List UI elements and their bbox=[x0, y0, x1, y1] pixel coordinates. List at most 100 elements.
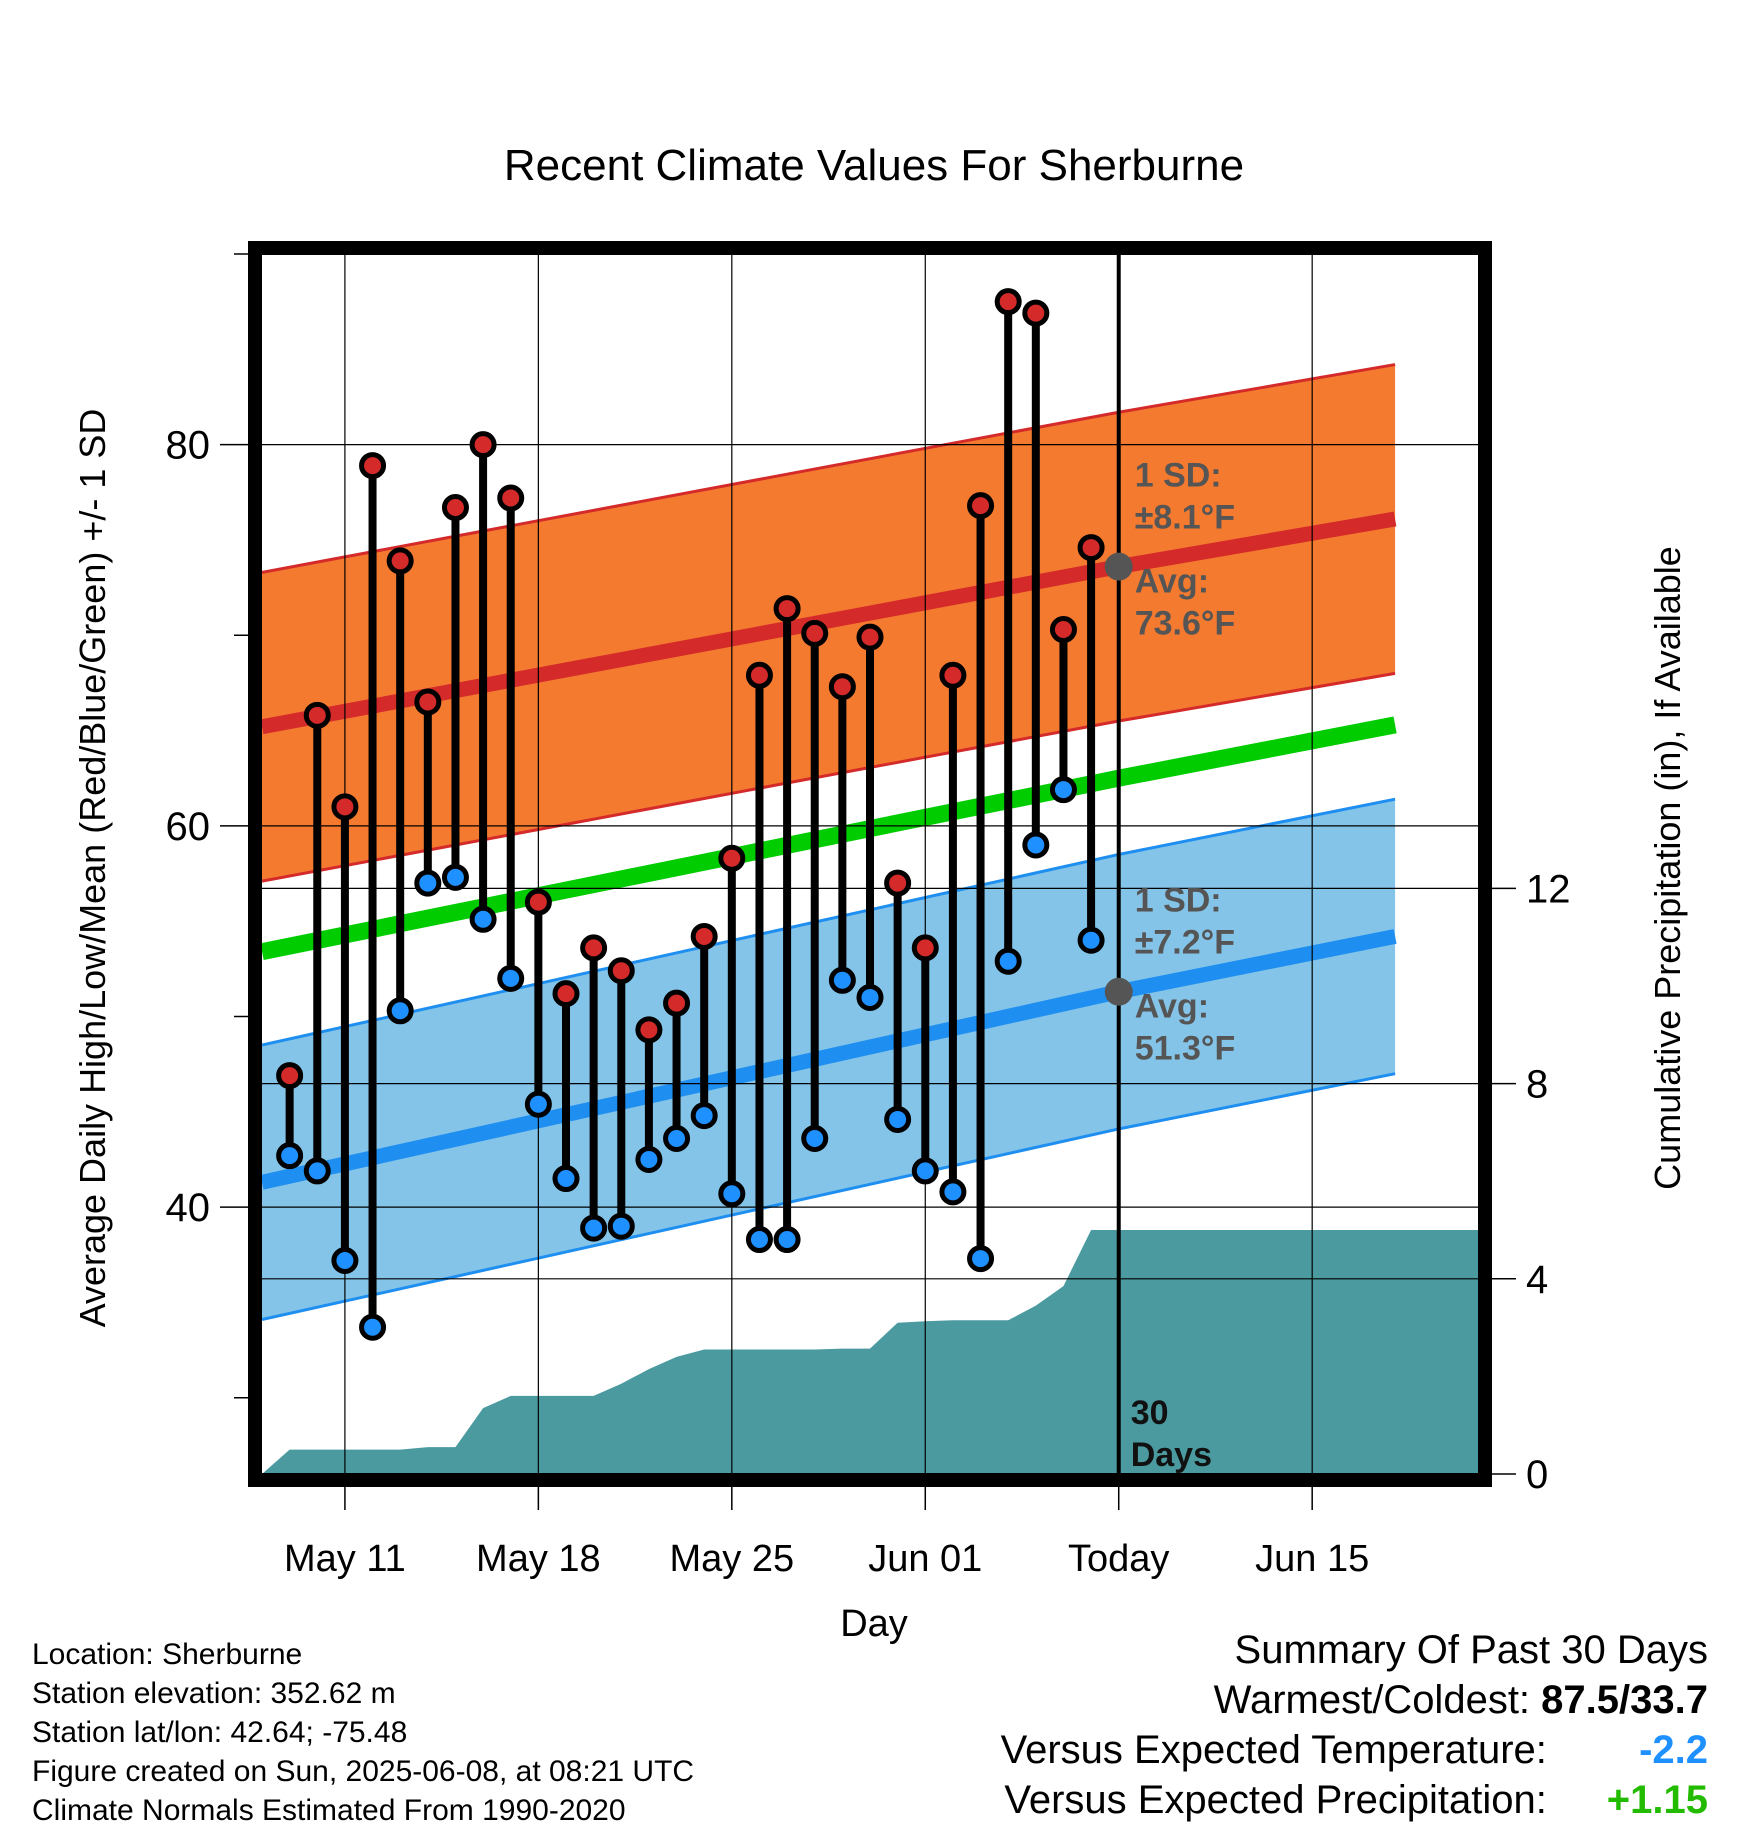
elevation-text: Station elevation: 352.62 m bbox=[32, 1677, 396, 1710]
daily-low-point bbox=[469, 905, 497, 933]
daily-low-point bbox=[1077, 926, 1105, 954]
daily-low-point bbox=[414, 869, 442, 897]
period-label-number: 30 bbox=[1131, 1394, 1169, 1432]
daily-low-point bbox=[552, 1165, 580, 1193]
plot-area: 1 SD: ±8.1°F Avg: 73.6°F 1 SD: ±7.2°F Avg: 51.3… bbox=[166, 241, 1571, 1580]
daily-high-point bbox=[773, 595, 801, 623]
daily-low-point bbox=[607, 1212, 635, 1240]
daily-low-point bbox=[386, 997, 414, 1025]
high-avg-value: 73.6°F bbox=[1135, 605, 1236, 643]
daily-low-point bbox=[1049, 776, 1077, 804]
daily-high-point bbox=[828, 673, 856, 701]
daily-high-point bbox=[1049, 616, 1077, 644]
daily-low-point bbox=[303, 1157, 331, 1185]
daily-high-point bbox=[939, 661, 967, 689]
x-tick-label: May 18 bbox=[476, 1538, 601, 1580]
daily-high-point bbox=[524, 888, 552, 916]
normals-text: Climate Normals Estimated From 1990-2020 bbox=[32, 1794, 626, 1827]
x-tick-label: Jun 15 bbox=[1255, 1538, 1369, 1580]
daily-high-point bbox=[386, 547, 414, 575]
daily-low-point bbox=[1022, 831, 1050, 859]
daily-high-point bbox=[607, 957, 635, 985]
daily-high-point bbox=[635, 1016, 663, 1044]
x-tick-label: May 25 bbox=[670, 1538, 795, 1580]
station-info: Location: Sherburne Station elevation: 3… bbox=[32, 1635, 694, 1830]
daily-low-point bbox=[276, 1142, 304, 1170]
daily-high-point bbox=[469, 431, 497, 459]
daily-low-point bbox=[773, 1226, 801, 1254]
daily-high-point bbox=[718, 844, 746, 872]
location-text: Location: Sherburne bbox=[32, 1638, 303, 1671]
daily-low-point bbox=[856, 983, 884, 1011]
daily-high-point bbox=[690, 922, 718, 950]
low-avg-label: Avg: bbox=[1135, 988, 1209, 1026]
low-avg-value: 51.3°F bbox=[1135, 1030, 1236, 1068]
y2-tick-label: 12 bbox=[1526, 867, 1571, 911]
high-avg-label: Avg: bbox=[1135, 563, 1209, 601]
daily-high-point bbox=[994, 288, 1022, 316]
daily-high-point bbox=[552, 980, 580, 1008]
daily-low-point bbox=[994, 947, 1022, 975]
daily-low-point bbox=[690, 1102, 718, 1130]
precip-anomaly-value: +1.15 bbox=[1606, 1778, 1708, 1822]
daily-low-point bbox=[801, 1125, 829, 1152]
y2-axis-label: Cumulative Precipitation (in), If Availa… bbox=[1647, 546, 1688, 1190]
daily-low-point bbox=[497, 964, 525, 992]
y-tick-label: 40 bbox=[166, 1186, 211, 1230]
daily-high-point bbox=[967, 492, 995, 520]
chart-title: Recent Climate Values For Sherburne bbox=[504, 141, 1244, 190]
daily-low-point bbox=[939, 1178, 967, 1206]
daily-high-point bbox=[359, 452, 387, 480]
temp-anomaly-value: -2.2 bbox=[1639, 1728, 1708, 1772]
daily-low-point bbox=[718, 1180, 746, 1208]
warm-cold-row: Warmest/Coldest: 87.5/33.7 bbox=[1001, 1675, 1708, 1725]
daily-low-point bbox=[911, 1157, 939, 1185]
precipitation-area bbox=[262, 1230, 1478, 1474]
high-sd-value: ±8.1°F bbox=[1135, 499, 1235, 537]
daily-low-point bbox=[967, 1245, 995, 1273]
daily-low-point bbox=[359, 1313, 387, 1341]
daily-low-point bbox=[828, 966, 856, 994]
warm-cold-label: Warmest/Coldest: bbox=[1213, 1678, 1531, 1722]
daily-high-point bbox=[276, 1062, 304, 1090]
daily-high-point bbox=[663, 989, 691, 1017]
x-tick-label: Today bbox=[1068, 1538, 1169, 1580]
daily-low-point bbox=[663, 1125, 691, 1152]
latlon-text: Station lat/lon: 42.64; -75.48 bbox=[32, 1716, 408, 1749]
low-sd-value: ±7.2°F bbox=[1135, 924, 1235, 962]
daily-high-point bbox=[1077, 534, 1105, 562]
precip-anomaly-row: Versus Expected Precipitation: +1.15 bbox=[1001, 1775, 1708, 1825]
x-tick-label: Jun 01 bbox=[868, 1538, 982, 1580]
today-avg-low-marker bbox=[1104, 977, 1133, 1006]
high-sd-label: 1 SD: bbox=[1135, 457, 1222, 495]
daily-low-point bbox=[745, 1226, 773, 1254]
daily-low-point bbox=[635, 1145, 663, 1173]
y2-tick-label: 0 bbox=[1526, 1453, 1548, 1497]
x-axis-label: Day bbox=[840, 1603, 908, 1645]
low-sd-label: 1 SD: bbox=[1135, 882, 1222, 920]
y2-tick-label: 8 bbox=[1526, 1063, 1548, 1107]
plot-frame bbox=[248, 241, 1492, 1487]
y2-tick-label: 4 bbox=[1526, 1258, 1548, 1302]
created-text: Figure created on Sun, 2025-06-08, at 08… bbox=[32, 1755, 695, 1788]
temp-anomaly-label: Versus Expected Temperature: bbox=[1000, 1728, 1547, 1772]
daily-high-point bbox=[884, 869, 912, 897]
daily-low-point bbox=[441, 863, 469, 891]
today-avg-high-marker bbox=[1104, 552, 1133, 581]
daily-high-point bbox=[745, 661, 773, 689]
daily-low-point bbox=[331, 1247, 359, 1274]
daily-low-point bbox=[580, 1214, 608, 1242]
warm-cold-value: 87.5/33.7 bbox=[1541, 1678, 1708, 1722]
daily-high-point bbox=[331, 793, 359, 821]
period-label-days: Days bbox=[1131, 1436, 1212, 1474]
daily-high-point bbox=[911, 934, 939, 962]
summary-title: Summary Of Past 30 Days bbox=[1234, 1628, 1708, 1672]
daily-high-point bbox=[303, 701, 331, 729]
plot-inner bbox=[262, 254, 1478, 1474]
y-axis-label: Average Daily High/Low/Mean (Red/Blue/Gr… bbox=[72, 409, 113, 1328]
daily-high-point bbox=[441, 494, 469, 522]
daily-high-point bbox=[801, 619, 829, 647]
temp-anomaly-row: Versus Expected Temperature: -2.2 bbox=[1001, 1725, 1708, 1775]
y-tick-label: 80 bbox=[166, 424, 211, 468]
